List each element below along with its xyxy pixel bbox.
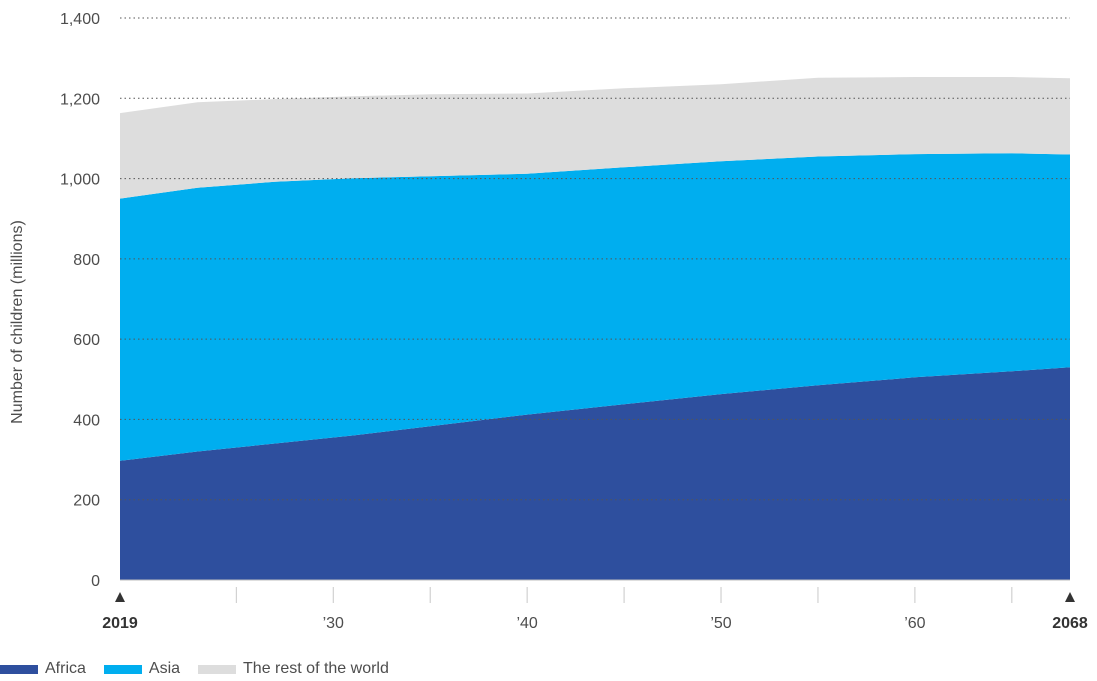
y-tick-label: 1,000 xyxy=(60,172,100,189)
x-tick-label: ’60 xyxy=(904,615,925,632)
area-rest-of-world xyxy=(120,77,1070,199)
y-tick-label: 600 xyxy=(73,332,100,349)
legend-item-africa: Africa xyxy=(0,660,86,678)
y-tick-label: 800 xyxy=(73,252,100,269)
x-tick-label: 2068 xyxy=(1052,615,1088,632)
y-tick-label: 1,200 xyxy=(60,91,100,108)
legend: Africa Asia The rest of the world xyxy=(0,658,407,680)
legend-swatch-asia xyxy=(103,664,142,674)
legend-label-rest-of-world: The rest of the world xyxy=(243,660,389,677)
y-tick-label: 1,400 xyxy=(60,11,100,28)
y-tick-label: 0 xyxy=(91,573,100,590)
legend-item-asia: Asia xyxy=(103,660,181,678)
gridlines xyxy=(120,17,1070,581)
legend-label-asia: Asia xyxy=(148,660,181,677)
y-axis-title: Number of children (millions) xyxy=(9,220,26,424)
legend-swatch-rest-of-world xyxy=(198,664,237,674)
x-tick-label: ’30 xyxy=(323,615,344,632)
endpoint-triangle-icon xyxy=(115,592,125,602)
x-tick-label: ’50 xyxy=(710,615,731,632)
x-axis-ticks: 2019 ’30 ’40 ’50 ’60 2068 xyxy=(102,587,1088,632)
area-africa xyxy=(120,367,1070,580)
y-tick-label: 200 xyxy=(73,493,100,510)
legend-swatch-africa xyxy=(0,664,38,674)
x-tick-label: 2019 xyxy=(102,615,138,632)
y-tick-label: 400 xyxy=(73,412,100,429)
area-layer xyxy=(120,77,1070,580)
endpoint-triangle-icon xyxy=(1065,592,1075,602)
y-axis-ticks: 0 200 400 600 800 1,000 1,200 1,400 xyxy=(60,11,100,590)
legend-item-rest-of-world: The rest of the world xyxy=(198,660,389,678)
area-asia xyxy=(120,153,1070,461)
legend-label-africa: Africa xyxy=(45,660,86,677)
x-tick-label: ’40 xyxy=(516,615,537,632)
